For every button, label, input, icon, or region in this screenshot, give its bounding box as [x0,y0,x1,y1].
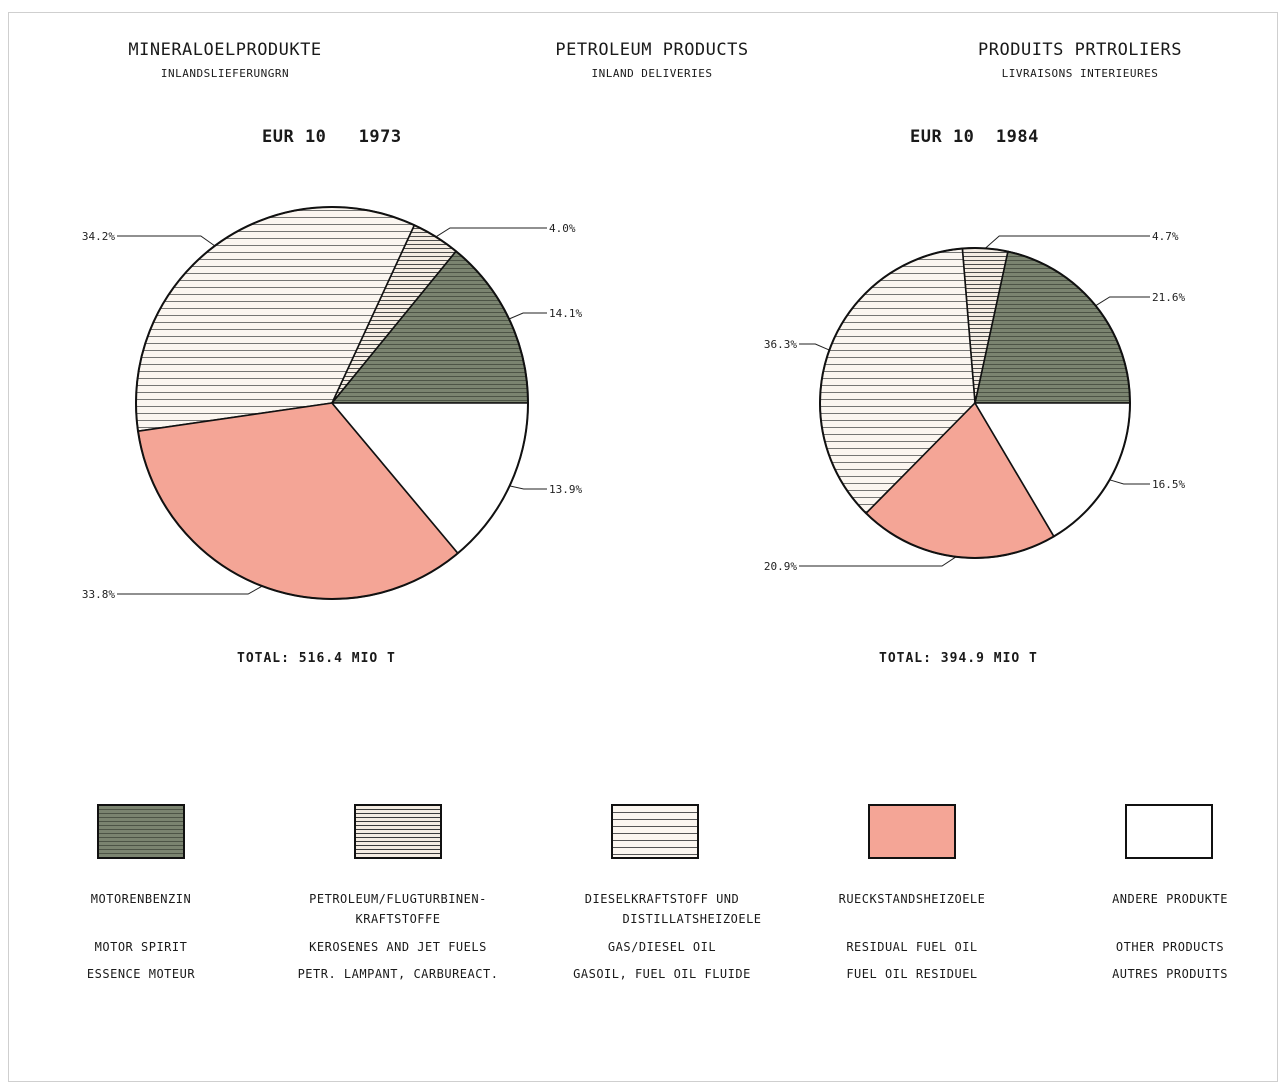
leader-line-motor [508,312,547,320]
legend-en-other: OTHER PRODUCTS [1115,940,1225,954]
legend-entry-motor: MOTORENBENZIN MOTOR SPIRIT ESSENCE MOTEU… [21,889,261,984]
header-german-title: MINERALOELPRODUKTE [128,40,322,60]
pie-outline [135,206,529,600]
header-german: MINERALOELPRODUKTE INLANDSLIEFERUNGRN [95,40,355,80]
legend-en-diesel: GAS/DIESEL OIL [607,940,717,954]
data-label-residual: 33.8% [82,588,115,601]
legend-entry-diesel: DIESELKRAFTSTOFF UND DISTILLATSHEIZOELE G… [542,889,782,984]
legend-en-residual: RESIDUAL FUEL OIL [846,940,978,954]
leader-line-diesel [117,235,216,247]
legend-de-motor: MOTORENBENZIN [90,892,192,906]
pie-1984-title: EUR 10 1984 [910,127,1039,147]
legend-fr-diesel: GASOIL, FUEL OIL FLUIDE [573,967,751,981]
header-french-title: PRODUITS PRTROLIERS [978,40,1182,60]
header-german-subtitle: INLANDSLIEFERUNGRN [160,67,290,80]
legend-entry-kero: PETROLEUM/FLUGTURBINEN- KRAFTSTOFFE KEROS… [278,889,518,984]
leader-line-other [509,485,547,490]
legend-fr-kero: PETR. LAMPANT, CARBUREACT. [297,967,499,981]
legend-en-motor: MOTOR SPIRIT [94,940,188,954]
data-label-kero: 4.7% [1152,230,1179,243]
leader-line-other [1109,479,1150,485]
legend-de-other: ANDERE PRODUKTE [1112,892,1228,906]
legend-de-diesel: DIESELKRAFTSTOFF UND DISTILLATSHEIZOELE [584,892,762,926]
leader-line-motor [1095,296,1150,307]
data-label-other: 16.5% [1152,478,1185,491]
header-french: PRODUITS PRTROLIERS LIVRAISONS INTERIEUR… [945,40,1215,80]
legend-fr-motor: ESSENCE MOTEUR [86,967,196,981]
header-english: PETROLEUM PRODUCTS INLAND DELIVERIES [522,40,782,80]
legend-swatch-motor [97,804,185,859]
data-label-diesel: 34.2% [82,230,115,243]
pie-1973-title: EUR 10 1973 [262,127,402,147]
pie-charts: 14.1% 4.0% 34.2% 33.8% 13.9% 21.6% 4.7% 36.3% 2… [82,206,1185,601]
legend-swatch-residual [868,804,956,859]
leader-line-residual [117,585,263,595]
pie-1973-total: TOTAL: 516.4 MIO T [237,651,396,666]
leader-line-kero [984,235,1150,249]
header-english-subtitle: INLAND DELIVERIES [591,67,713,80]
legend-entry-other: ANDERE PRODUKTE OTHER PRODUCTS AUTRES PR… [1050,889,1285,984]
leader-line-residual [799,556,957,567]
legend-entry-residual: RUECKSTANDSHEIZOELE RESIDUAL FUEL OIL FU… [792,889,1032,984]
data-label-kero: 4.0% [549,222,576,235]
data-label-other: 13.9% [549,483,582,496]
legend-fr-residual: FUEL OIL RESIDUEL [846,967,978,981]
header-english-title: PETROLEUM PRODUCTS [555,40,749,60]
legend-swatch-diesel [611,804,699,859]
leader-line-diesel [799,343,830,351]
pie-outline [819,247,1131,559]
data-label-residual: 20.9% [764,560,797,573]
page-frame [8,12,1278,1082]
leader-line-kero [435,227,547,238]
legend-swatch-kero [354,804,442,859]
legend-swatch-other [1125,804,1213,859]
legend-fr-other: AUTRES PRODUITS [1112,967,1228,981]
legend-de-kero: PETROLEUM/FLUGTURBINEN- KRAFTSTOFFE [309,892,487,926]
data-label-diesel: 36.3% [764,338,797,351]
data-label-motor: 14.1% [549,307,582,320]
pie-1984-total: TOTAL: 394.9 MIO T [879,651,1038,666]
data-label-motor: 21.6% [1152,291,1185,304]
header-french-subtitle: LIVRAISONS INTERIEURES [1001,67,1159,80]
legend-en-kero: KEROSENES AND JET FUELS [309,940,487,954]
legend-de-residual: RUECKSTANDSHEIZOELE [838,892,986,906]
